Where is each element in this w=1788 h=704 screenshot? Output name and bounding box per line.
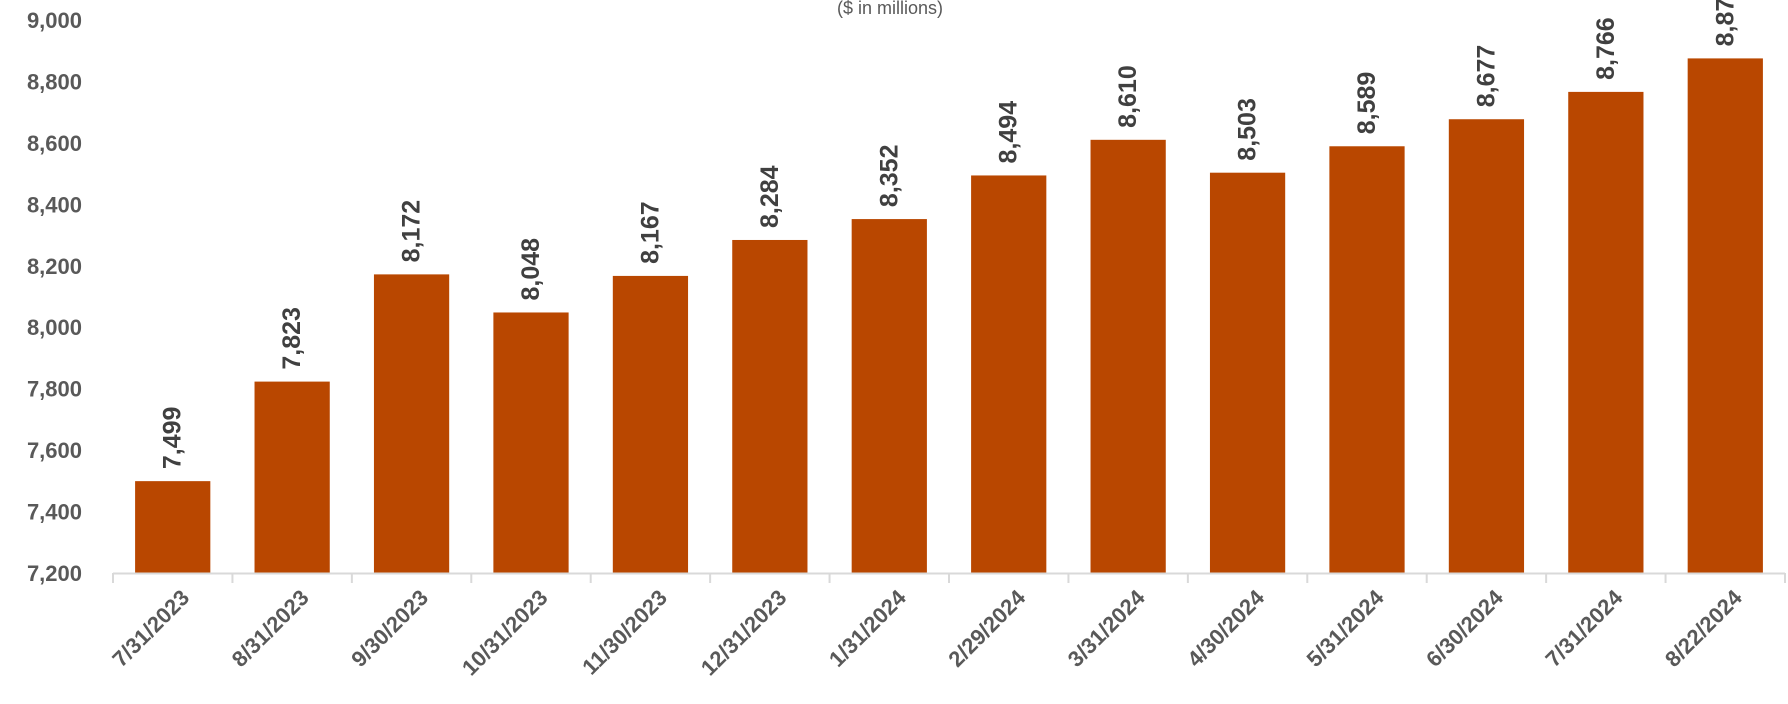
y-tick-label: 7,600: [27, 438, 82, 463]
y-tick-label: 9,000: [27, 8, 82, 33]
bar: [732, 239, 808, 573]
y-axis-tick-labels: 7,200 7,400 7,600 7,800 8,000 8,200 8,400 8,600…: [27, 8, 82, 586]
data-label: 8,503: [1234, 98, 1262, 161]
y-tick-label: 8,400: [27, 192, 82, 217]
chart-subtitle: ($ in millions): [837, 0, 943, 18]
x-category-label: 7/31/2024: [1541, 584, 1628, 671]
data-label: 7,499: [159, 407, 187, 470]
x-category-label: 4/30/2024: [1182, 584, 1269, 671]
y-tick-label: 8,800: [27, 69, 82, 94]
bar: [1448, 119, 1525, 573]
bar: [1568, 91, 1644, 573]
x-category-label: 5/31/2024: [1302, 584, 1389, 671]
data-label: 8,048: [517, 238, 545, 301]
bar: [254, 381, 330, 573]
x-axis-ticks: [112, 573, 1786, 583]
x-category-label: 8/31/2023: [227, 585, 314, 672]
x-category-label: 11/30/2023: [577, 585, 672, 680]
bars: [135, 58, 1763, 574]
y-tick-label: 7,400: [27, 500, 82, 525]
y-tick-label: 7,800: [27, 377, 82, 402]
x-category-label: 12/31/2023: [696, 585, 792, 681]
x-axis-category-labels: 7/31/2023 8/31/2023 9/30/2023 10/31/2023 11/…: [107, 584, 1747, 680]
bar: [493, 312, 569, 573]
x-category-label: 1/31/2024: [824, 584, 911, 671]
x-category-label: 2/29/2024: [943, 584, 1030, 671]
data-label: 8,677: [1472, 45, 1500, 108]
bar: [851, 219, 927, 573]
x-category-label: 6/30/2024: [1421, 584, 1508, 671]
bar: [373, 274, 450, 573]
data-label: 8,352: [875, 145, 903, 208]
x-category-label: 10/31/2023: [457, 585, 553, 681]
y-tick-label: 7,200: [27, 561, 82, 586]
data-label: 8,766: [1592, 17, 1620, 80]
data-label: 8,167: [636, 201, 664, 264]
y-tick-label: 8,000: [27, 315, 82, 340]
data-label: 8,494: [995, 101, 1023, 164]
data-labels: 7,499 7,823 8,172 8,048 8,167 8,284 8,352 8,494…: [159, 0, 1740, 469]
x-category-label: 9/30/2023: [346, 585, 433, 672]
y-tick-label: 8,600: [27, 131, 82, 156]
data-label: 7,823: [278, 307, 306, 370]
bar: [1329, 146, 1405, 574]
bar: [1209, 172, 1286, 573]
x-category-label: 8/22/2024: [1660, 584, 1747, 671]
bar: [1687, 58, 1763, 574]
x-category-label: 7/31/2023: [107, 585, 194, 672]
data-label: 8,589: [1353, 72, 1381, 135]
data-label: 8,284: [756, 165, 784, 228]
bar: [612, 275, 689, 573]
data-label: 8,172: [398, 200, 426, 263]
x-category-label: 3/31/2024: [1063, 584, 1150, 671]
bar: [971, 175, 1047, 573]
data-label: 8,875: [1711, 0, 1739, 46]
bar: [1090, 139, 1166, 574]
y-tick-label: 8,200: [27, 254, 82, 279]
bar: [135, 481, 211, 573]
data-label: 8,610: [1114, 65, 1142, 128]
